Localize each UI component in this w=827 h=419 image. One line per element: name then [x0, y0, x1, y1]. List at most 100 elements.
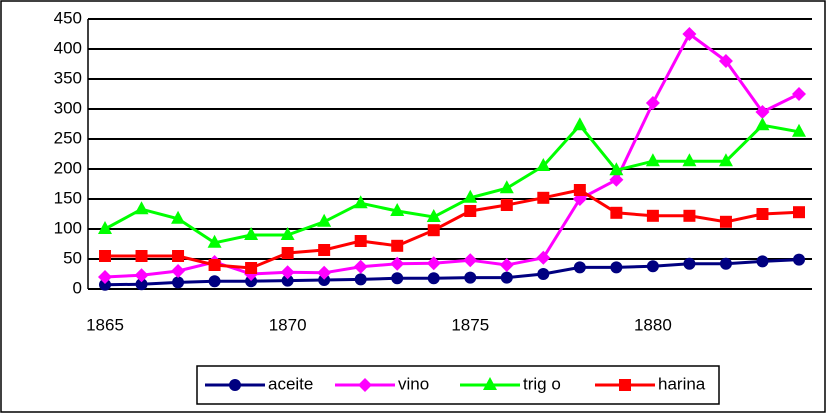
- marker: [280, 265, 295, 280]
- marker: [280, 227, 295, 240]
- marker: [171, 264, 186, 278]
- marker: [318, 274, 331, 286]
- marker: [426, 209, 441, 222]
- legend-marker: [619, 379, 631, 391]
- marker: [98, 221, 112, 234]
- y-tick-label: 200: [54, 158, 82, 177]
- marker: [317, 213, 332, 227]
- marker: [646, 260, 659, 273]
- marker: [245, 262, 258, 274]
- marker: [391, 239, 404, 252]
- marker: [755, 105, 770, 119]
- marker: [427, 272, 440, 285]
- marker: [353, 259, 368, 274]
- marker: [99, 250, 111, 262]
- marker: [208, 259, 221, 271]
- marker: [536, 158, 551, 171]
- marker: [792, 87, 806, 101]
- marker: [645, 153, 660, 167]
- marker: [281, 274, 294, 287]
- x-tick-label: 1870: [269, 315, 307, 334]
- y-tick-label: 50: [63, 248, 82, 267]
- marker: [573, 184, 586, 196]
- marker: [208, 275, 221, 288]
- y-tick-label: 150: [54, 188, 82, 207]
- marker: [426, 256, 441, 271]
- marker: [464, 271, 477, 284]
- marker: [281, 247, 294, 259]
- y-tick-label: 450: [54, 8, 82, 27]
- marker: [318, 244, 331, 256]
- marker: [610, 261, 623, 274]
- marker: [719, 257, 732, 270]
- marker: [500, 199, 513, 211]
- y-tick-label: 300: [54, 98, 82, 117]
- marker: [244, 227, 259, 240]
- series-line: [104, 122, 800, 245]
- y-tick-label: 250: [54, 128, 82, 147]
- marker: [682, 27, 697, 41]
- legend-label: trig o: [523, 374, 561, 393]
- marker: [756, 208, 769, 220]
- marker: [536, 250, 551, 265]
- marker: [756, 255, 769, 268]
- y-tick-label: 400: [54, 38, 82, 57]
- marker: [354, 273, 367, 286]
- marker: [427, 224, 440, 237]
- marker: [172, 276, 185, 289]
- legend-label: aceite: [268, 374, 313, 393]
- marker: [573, 261, 586, 274]
- marker: [646, 209, 659, 222]
- marker: [755, 117, 770, 131]
- legend-label: harina: [658, 374, 706, 393]
- marker: [718, 153, 733, 167]
- marker: [463, 189, 478, 203]
- marker: [683, 209, 696, 222]
- legend-marker: [483, 377, 497, 390]
- marker: [354, 235, 367, 247]
- marker: [171, 210, 186, 224]
- x-tick-label: 1880: [634, 315, 672, 334]
- marker: [245, 275, 258, 288]
- marker: [610, 206, 623, 219]
- marker: [792, 123, 806, 137]
- marker: [134, 268, 149, 283]
- marker: [390, 203, 405, 216]
- x-tick-label: 1865: [86, 315, 124, 334]
- y-tick-label: 100: [54, 218, 82, 237]
- legend-marker: [358, 378, 372, 392]
- marker: [609, 172, 624, 187]
- marker: [537, 268, 550, 280]
- legend-label: vino: [398, 374, 429, 393]
- marker: [500, 271, 513, 284]
- marker: [463, 253, 478, 268]
- marker: [645, 96, 660, 110]
- marker: [390, 256, 405, 271]
- series-line: [105, 188, 800, 270]
- series-line: [104, 258, 800, 287]
- marker: [98, 270, 112, 284]
- marker: [317, 265, 332, 280]
- marker: [609, 162, 624, 176]
- marker: [135, 278, 148, 291]
- marker: [207, 234, 222, 248]
- marker: [683, 257, 696, 270]
- marker: [353, 195, 368, 209]
- marker: [682, 153, 697, 167]
- marker: [172, 250, 185, 262]
- marker: [499, 258, 514, 272]
- marker: [537, 191, 550, 204]
- marker: [719, 215, 732, 228]
- x-tick-label: 1875: [451, 315, 489, 334]
- marker: [572, 117, 587, 131]
- marker: [135, 250, 148, 262]
- marker: [99, 278, 111, 291]
- marker: [718, 54, 733, 68]
- marker: [793, 206, 805, 219]
- marker: [464, 205, 477, 217]
- marker: [134, 201, 149, 215]
- legend-marker: [229, 379, 241, 391]
- marker: [793, 253, 805, 266]
